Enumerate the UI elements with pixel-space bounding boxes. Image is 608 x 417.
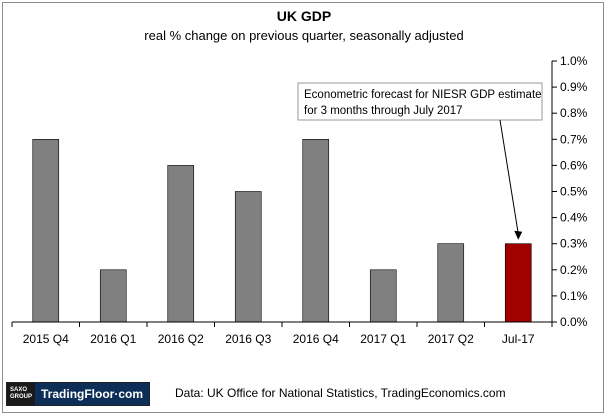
chart-title: UK GDP	[276, 8, 332, 24]
bar-0	[32, 139, 60, 323]
bar-7	[504, 243, 532, 323]
bar-3	[234, 191, 262, 323]
x-tick-label-2: 2016 Q2	[158, 332, 204, 346]
annotation-arrowhead	[514, 230, 523, 240]
bar-5	[369, 269, 397, 323]
saxo-logo: SAXO GROUP	[7, 383, 36, 405]
x-tick-label-1: 2016 Q1	[90, 332, 136, 346]
y-tick-label-3: 0.3%	[560, 237, 588, 251]
tradingfloor-brand: TradingFloor·com	[35, 383, 150, 405]
y-tick-label-5: 0.5%	[560, 185, 588, 199]
chart-subtitle: real % change on previous quarter, seaso…	[144, 28, 464, 43]
bar-1	[99, 269, 127, 323]
x-tick-label-4: 2016 Q4	[293, 332, 339, 346]
y-tick-label-9: 0.9%	[560, 80, 588, 94]
x-tick-label-5: 2017 Q1	[360, 332, 406, 346]
annotation-line-2: for 3 months through July 2017	[304, 105, 463, 117]
saxo-group-text: GROUP	[10, 394, 33, 400]
y-tick-label-8: 0.8%	[560, 106, 588, 120]
x-tick-label-3: 2016 Q3	[225, 332, 271, 346]
x-tick-label-7: Jul-17	[502, 332, 535, 346]
y-tick-label-10: 1.0%	[560, 54, 588, 68]
annotation-box	[297, 82, 543, 121]
y-tick-label-2: 0.2%	[560, 263, 588, 277]
y-tick-label-6: 0.6%	[560, 158, 588, 172]
bar-2	[167, 165, 195, 323]
bar-4	[302, 139, 330, 323]
y-tick-label-4: 0.4%	[560, 211, 588, 225]
y-tick-label-0: 0.0%	[560, 315, 588, 329]
annotation-arrow	[499, 119, 519, 234]
x-tick-label-0: 2015 Q4	[23, 332, 69, 346]
y-tick-label-1: 0.1%	[560, 289, 588, 303]
source-note: Data: UK Office for National Statistics,…	[175, 386, 506, 400]
annotation-line-1: Econometric forecast for NIESR GDP estim…	[304, 89, 542, 101]
x-tick-label-6: 2017 Q2	[428, 332, 474, 346]
bar-6	[437, 243, 465, 323]
tradingfloor-logo: SAXO GROUP TradingFloor·com	[6, 382, 151, 406]
saxo-logo-text: SAXO	[10, 387, 28, 393]
y-tick-label-7: 0.7%	[560, 132, 588, 146]
